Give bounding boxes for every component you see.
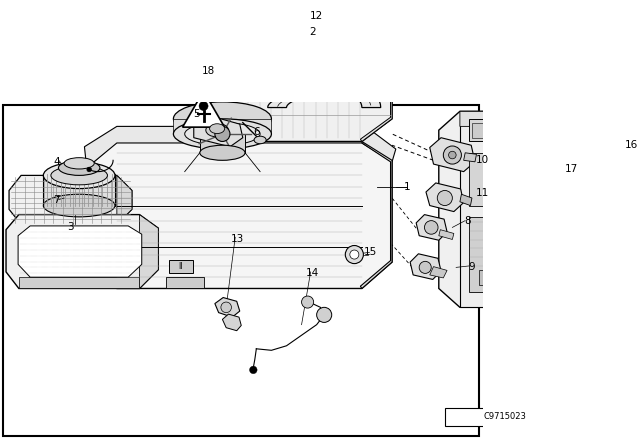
Circle shape [317,307,332,323]
Circle shape [437,190,452,206]
Circle shape [484,124,496,136]
Polygon shape [166,277,204,289]
Polygon shape [497,125,528,135]
Polygon shape [194,115,243,147]
Text: 12: 12 [310,11,323,21]
Text: 4: 4 [53,157,60,167]
Polygon shape [86,142,392,289]
Polygon shape [169,260,193,273]
Text: 1: 1 [404,182,410,192]
Text: 13: 13 [231,234,244,244]
Ellipse shape [173,119,271,149]
Polygon shape [460,194,472,206]
Polygon shape [460,111,543,307]
Ellipse shape [64,158,94,169]
Circle shape [419,261,431,273]
Polygon shape [460,111,566,130]
Polygon shape [439,111,566,307]
Text: 16: 16 [625,140,639,150]
Polygon shape [360,142,392,289]
Polygon shape [439,230,454,240]
Text: 9: 9 [468,263,474,272]
Circle shape [444,146,461,164]
Text: 6: 6 [253,127,260,137]
Circle shape [346,246,364,263]
Ellipse shape [173,102,271,136]
Ellipse shape [44,162,115,189]
Circle shape [215,126,230,142]
Circle shape [593,332,603,343]
Ellipse shape [206,123,228,137]
Text: 5: 5 [193,108,199,119]
Circle shape [600,258,607,266]
Polygon shape [200,134,245,153]
Circle shape [595,254,611,271]
Circle shape [250,366,257,374]
Polygon shape [140,215,158,289]
Polygon shape [410,254,441,280]
Circle shape [424,220,438,234]
Polygon shape [416,215,447,240]
Polygon shape [469,217,535,292]
Text: 8: 8 [464,216,471,226]
Polygon shape [360,21,392,142]
Polygon shape [223,314,241,331]
Polygon shape [117,176,132,224]
Circle shape [637,332,640,343]
Polygon shape [463,153,477,162]
Circle shape [221,302,232,313]
Circle shape [449,151,456,159]
Circle shape [350,250,359,259]
Ellipse shape [51,166,108,185]
Text: 18: 18 [202,66,216,76]
Polygon shape [19,277,140,289]
Polygon shape [182,91,225,127]
Circle shape [586,326,609,349]
Circle shape [199,102,208,111]
Circle shape [87,167,92,172]
Polygon shape [268,84,381,108]
Text: II: II [179,262,183,271]
Ellipse shape [44,194,115,217]
Polygon shape [429,138,475,172]
Text: 7: 7 [53,195,60,205]
Text: 15: 15 [364,247,377,257]
Ellipse shape [254,136,266,144]
Ellipse shape [185,123,260,145]
Polygon shape [173,119,271,134]
Polygon shape [543,111,566,307]
Text: 10: 10 [476,155,489,165]
Polygon shape [18,226,141,277]
Polygon shape [429,267,447,278]
Circle shape [301,296,314,308]
Polygon shape [9,176,132,224]
Polygon shape [445,408,566,426]
Polygon shape [215,297,240,317]
Ellipse shape [58,160,100,176]
Ellipse shape [200,145,245,160]
Polygon shape [469,153,535,206]
Polygon shape [6,215,158,289]
Polygon shape [84,126,396,168]
Text: 17: 17 [565,164,578,174]
Text: 2: 2 [310,27,316,37]
Text: 11: 11 [476,189,489,198]
Text: 14: 14 [307,268,319,278]
Ellipse shape [209,124,225,134]
Polygon shape [204,21,392,142]
Polygon shape [472,123,532,138]
Circle shape [486,164,516,194]
Polygon shape [226,0,369,25]
Circle shape [631,326,640,349]
Polygon shape [43,174,115,206]
Polygon shape [479,270,524,285]
Text: C9715023: C9715023 [484,412,527,421]
Text: 3: 3 [67,222,74,232]
Polygon shape [469,119,535,142]
Polygon shape [426,183,463,211]
